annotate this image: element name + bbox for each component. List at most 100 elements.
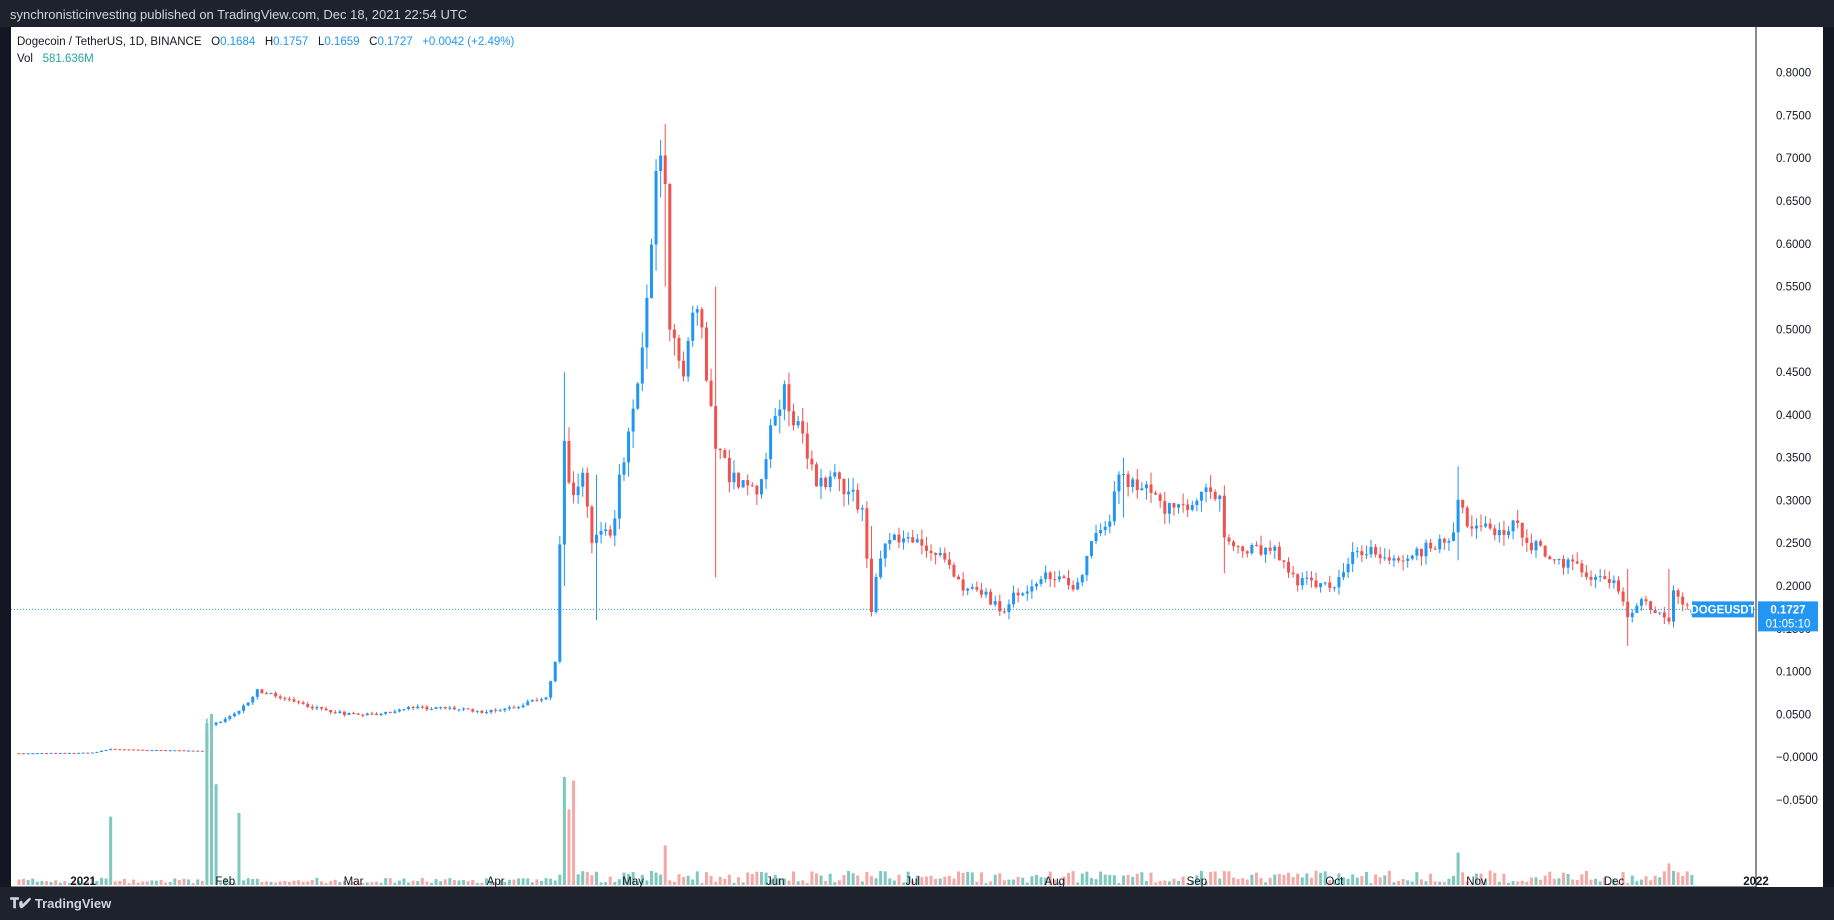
volume-bar <box>659 874 663 885</box>
candle-body <box>1419 548 1423 557</box>
candle-body <box>778 409 782 416</box>
tradingview-logo[interactable]: 𝐓✔ TradingView <box>10 895 111 912</box>
volume-bar <box>507 879 511 885</box>
volume-bar <box>292 880 296 885</box>
candle-body <box>242 705 246 711</box>
volume-bar <box>998 873 1002 885</box>
candle-body <box>136 749 140 751</box>
volume-bar <box>297 880 301 885</box>
volume-bar <box>847 870 851 885</box>
candle-body <box>782 384 786 410</box>
volume-bar <box>1442 881 1446 885</box>
candle-body <box>67 752 71 754</box>
candle-body <box>177 750 181 752</box>
candle-body <box>1089 541 1093 556</box>
candle-body <box>251 696 255 703</box>
candle-body <box>1438 538 1442 550</box>
volume-bar <box>892 880 896 885</box>
candle-body <box>457 709 461 711</box>
volume-bar <box>95 881 99 885</box>
volume-bar <box>874 878 878 885</box>
candle-body <box>1383 557 1387 559</box>
candle-body <box>1594 576 1598 580</box>
candle-body <box>86 752 90 754</box>
candle-body <box>260 689 264 694</box>
candle-body <box>567 440 571 483</box>
price-tick-label: 0.4500 <box>1776 367 1811 379</box>
volume-bar <box>462 880 466 885</box>
volume-bar <box>741 882 745 885</box>
candle-body <box>558 544 562 662</box>
volume-bar <box>1218 878 1222 885</box>
candle-body <box>1126 474 1130 488</box>
candle-body <box>1314 580 1318 588</box>
volume-bar <box>347 882 351 885</box>
candle-body <box>1552 559 1556 561</box>
candle-body <box>1685 604 1689 606</box>
volume-bar <box>452 879 456 885</box>
volume-bar <box>1543 875 1547 885</box>
volume-bar <box>255 878 259 885</box>
volume-bar <box>379 882 383 885</box>
volume-bar <box>1213 871 1217 885</box>
volume-bar <box>1282 874 1286 885</box>
candle-body <box>1387 557 1391 561</box>
volume-bar <box>947 875 951 885</box>
candle-body <box>1158 494 1162 501</box>
volume-bar <box>819 875 823 885</box>
legend-low: 0.1659 <box>324 36 360 48</box>
volume-bar <box>1612 878 1616 885</box>
volume-bar <box>480 882 484 885</box>
volume-bar <box>145 881 149 885</box>
volume-bar <box>943 876 947 885</box>
price-tick-label: 0.2500 <box>1776 538 1811 550</box>
ticker-tag-label: DOGEUSDT <box>1690 604 1755 616</box>
candle-body <box>1442 538 1446 543</box>
candle-body <box>1617 580 1621 592</box>
volume-bar <box>1429 873 1433 885</box>
candle-body <box>636 383 640 409</box>
candle-body <box>539 699 543 701</box>
candle-body <box>31 753 35 755</box>
volume-bar <box>984 883 988 885</box>
time-tick-label: May <box>622 876 644 887</box>
volume-bar <box>1479 873 1483 885</box>
time-tick-label: Nov <box>1466 876 1487 887</box>
volume-bar <box>1099 871 1103 885</box>
volume-bar <box>915 875 919 885</box>
legend-high-label: H <box>264 36 274 48</box>
candle-body <box>54 752 58 754</box>
volume-bar <box>1199 870 1203 885</box>
legend-symbol: Dogecoin / TetherUS, 1D, BINANCE <box>17 36 202 48</box>
candle-body <box>1452 532 1456 541</box>
volume-bar <box>1497 881 1501 885</box>
candle-body <box>145 750 149 752</box>
volume-bar <box>1241 878 1245 885</box>
attribution-bar: synchronisticinvesting published on Trad… <box>0 0 1834 27</box>
footer-bar: 𝐓✔ TradingView <box>0 887 1834 920</box>
volume-bar <box>264 881 268 885</box>
volume-bar <box>1562 872 1566 885</box>
price-chart[interactable]: 0.8000 0.7500 0.7000 0.6500 0.6000 0.5500 0.50… <box>11 27 1823 887</box>
volume-bar <box>237 813 241 885</box>
candle-body <box>1117 474 1121 492</box>
volume-bar <box>888 878 892 885</box>
volume-bar <box>952 878 956 885</box>
candle-body <box>759 479 763 495</box>
candle-body <box>787 384 791 412</box>
volume-bar <box>938 878 942 885</box>
candle-body <box>1140 488 1144 491</box>
volume-bar <box>342 880 346 885</box>
candle-body <box>1085 555 1089 576</box>
candle-body <box>306 704 310 707</box>
candle-body <box>182 750 186 752</box>
chart-area[interactable]: 0.8000 0.7500 0.7000 0.6500 0.6000 0.5500 0.50… <box>11 27 1823 887</box>
candle-body <box>1355 551 1359 553</box>
volume-bar <box>1016 876 1020 885</box>
volume-bar <box>842 875 846 885</box>
volume-bar <box>356 881 360 885</box>
volume-bar <box>150 880 154 885</box>
volume-bar <box>81 883 85 885</box>
candle-body <box>810 458 814 465</box>
volume-bar <box>1126 874 1130 885</box>
